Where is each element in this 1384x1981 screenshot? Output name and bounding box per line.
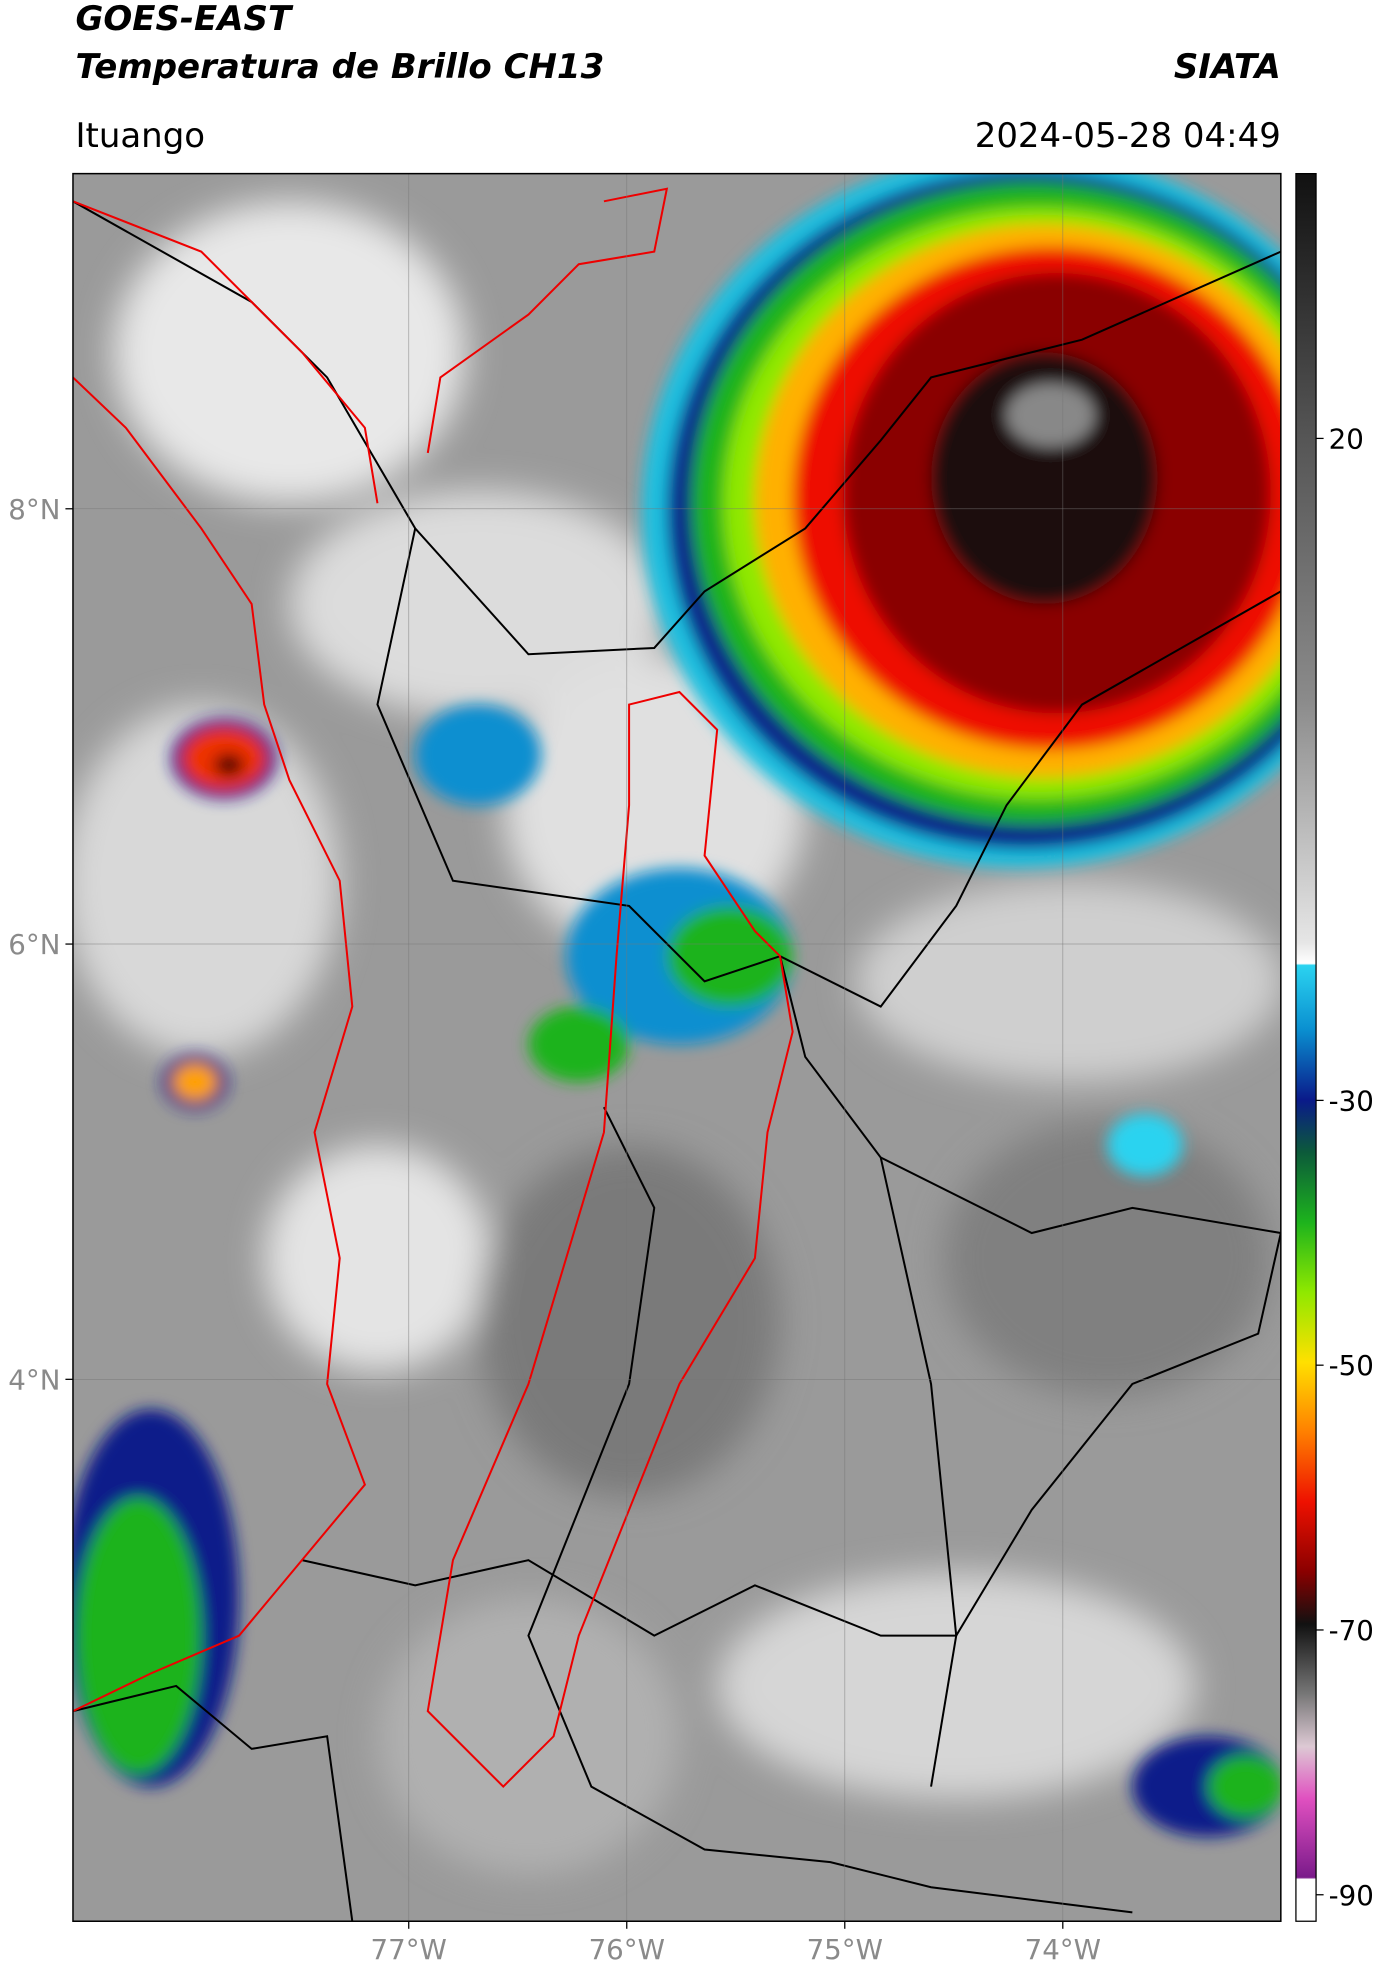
title: GOES-EAST [75,0,293,39]
lon-tick-label: 75°W [807,1933,883,1966]
colorbar [1295,172,1317,1922]
timestamp: 2024-05-28 04:49 [975,116,1281,156]
lat-tick-label: 4°N [8,1363,60,1396]
map-frame [72,172,1282,1922]
agency: SIATA [1174,47,1281,87]
graticule [72,173,1281,1922]
location: Ituango [75,116,205,156]
lon-tick-label: 77°W [371,1933,447,1966]
colorbar-tick-label: -50 [1329,1349,1374,1382]
lat-tick-label: 8°N [8,493,60,526]
colorbar-tick-label: -90 [1329,1879,1374,1912]
lon-tick-label: 74°W [1025,1933,1101,1966]
subtitle: Temperatura de Brillo CH13 [75,47,604,87]
colorbar-tick-label: -30 [1329,1084,1374,1117]
lon-tick-label: 76°W [589,1933,665,1966]
colorbar-tick-label: -70 [1329,1614,1374,1647]
colorbar-tick-label: 20 [1329,422,1364,455]
satellite-image [72,173,1281,1922]
lat-tick-label: 6°N [8,928,60,961]
